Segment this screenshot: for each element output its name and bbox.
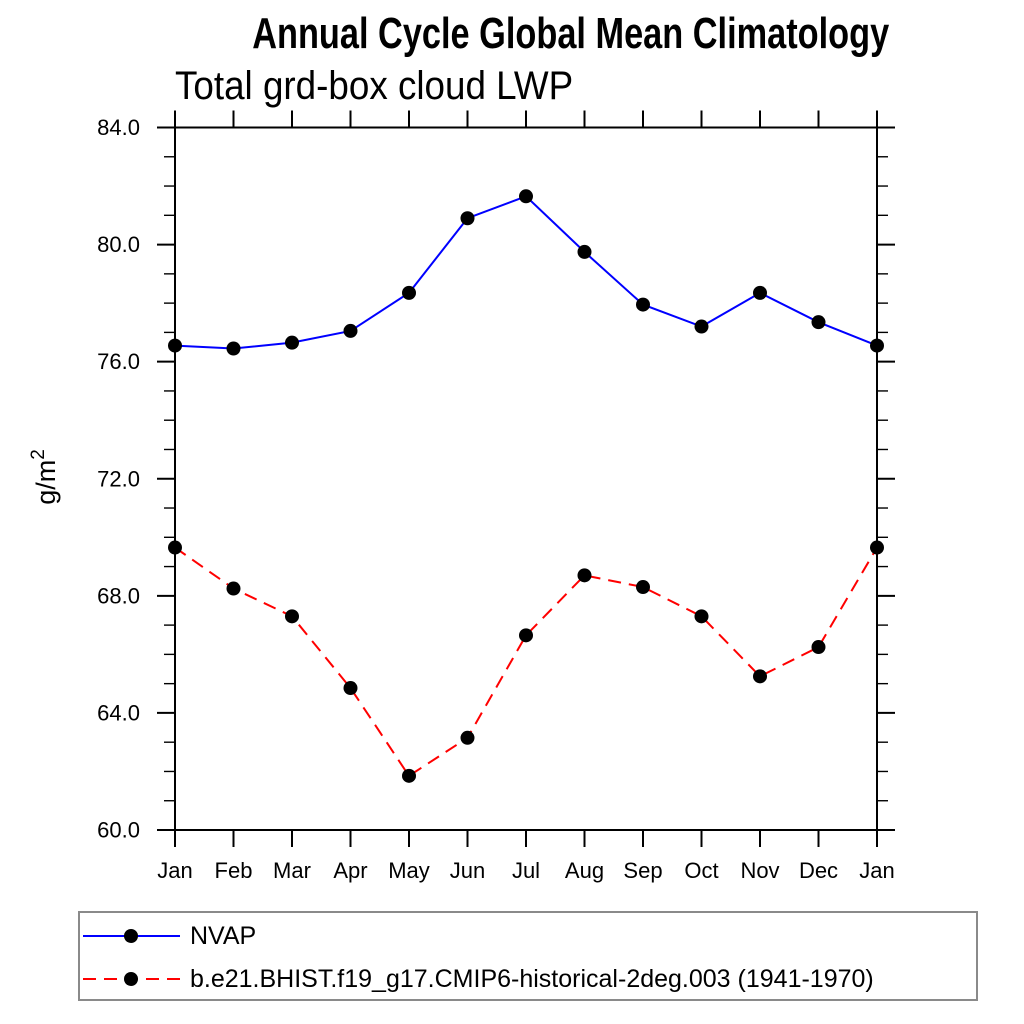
data-point [577, 568, 592, 583]
y-tick-label: 60.0 [97, 818, 140, 843]
y-tick-label: 80.0 [97, 232, 140, 257]
data-point [753, 669, 767, 684]
series-line-1 [174, 546, 878, 778]
data-point [343, 681, 358, 696]
x-tick-label: Feb [215, 858, 253, 883]
y-tick-label: 76.0 [97, 349, 140, 374]
data-point [460, 211, 475, 226]
data-point [226, 341, 241, 356]
data-point [402, 768, 416, 783]
data-point [519, 628, 533, 643]
data-point [577, 244, 592, 259]
x-tick-label: Mar [273, 858, 311, 883]
y-tick-label: 84.0 [97, 115, 140, 140]
y-tick-label: 64.0 [97, 700, 140, 725]
data-point [753, 285, 767, 300]
legend: NVAP b.e21.BHIST.f19_g17.CMIP6-historica… [78, 911, 978, 1001]
legend-label-nvap: NVAP [190, 921, 257, 950]
x-tick-label: Jul [512, 858, 540, 883]
legend-sample-solid-line [83, 929, 180, 943]
data-point [402, 285, 416, 300]
y-axis-label: g/m2 [28, 449, 61, 505]
data-point [460, 730, 475, 745]
data-point [811, 315, 826, 330]
data-point [636, 580, 650, 595]
y-tick-label: 72.0 [97, 466, 140, 491]
series-line-0 [174, 195, 878, 350]
x-tick-label: Oct [684, 858, 718, 883]
data-point [870, 338, 884, 353]
legend-marker-dot [124, 972, 138, 986]
data-point [168, 338, 182, 353]
data-point [226, 581, 241, 596]
y-tick-label: 68.0 [97, 583, 140, 608]
chart-subtitle: Total grd-box cloud LWP [175, 64, 574, 108]
data-point [519, 189, 533, 204]
plot-frame [174, 126, 878, 831]
x-tick-label: Apr [333, 858, 367, 883]
legend-sample-dashed-line [83, 972, 180, 986]
legend-entry-nvap: NVAP [80, 921, 256, 951]
data-point [870, 540, 884, 555]
x-tick-label: Nov [740, 858, 779, 883]
x-tick-label: Jan [859, 858, 894, 883]
data-point [694, 319, 709, 334]
x-tick-label: Sep [623, 858, 662, 883]
data-point [285, 609, 299, 624]
data-point [168, 540, 182, 555]
x-tick-label: May [388, 858, 430, 883]
x-tick-label: Jan [157, 858, 192, 883]
data-point [636, 297, 650, 312]
legend-entry-model: b.e21.BHIST.f19_g17.CMIP6-historical-2de… [80, 964, 874, 994]
data-point [285, 335, 299, 350]
data-point [811, 640, 826, 655]
x-tick-label: Jun [450, 858, 485, 883]
x-tick-label: Aug [565, 858, 604, 883]
data-point [694, 609, 709, 624]
legend-marker-dot [124, 929, 138, 943]
data-point [343, 323, 358, 338]
legend-label-model: b.e21.BHIST.f19_g17.CMIP6-historical-2de… [190, 964, 874, 993]
chart-title: Annual Cycle Global Mean Climatology [252, 9, 890, 58]
x-tick-label: Dec [799, 858, 838, 883]
